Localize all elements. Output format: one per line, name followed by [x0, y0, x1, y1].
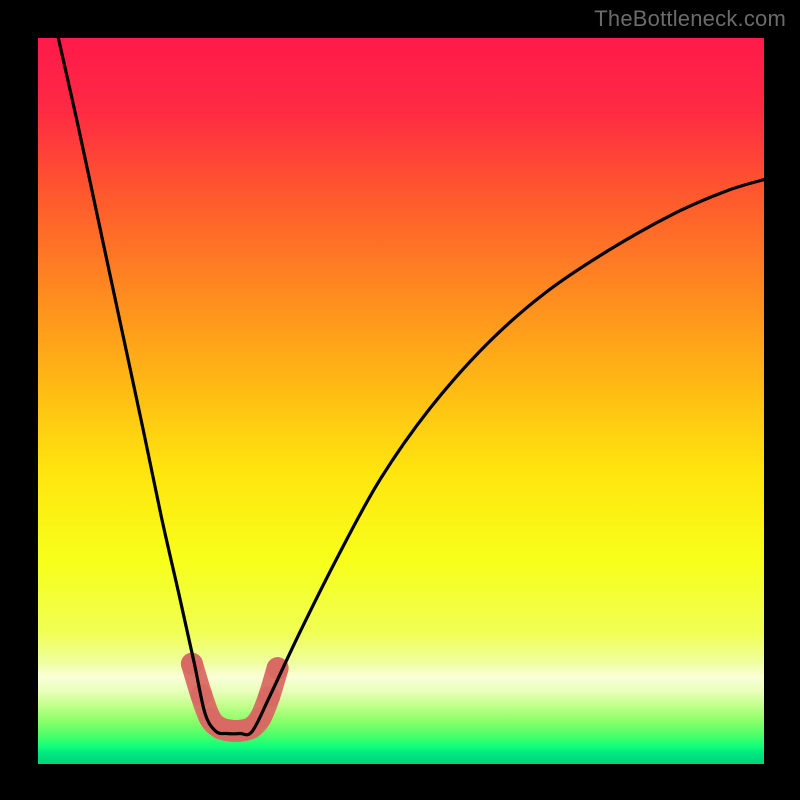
plot-background: [38, 38, 764, 764]
watermark-text: TheBottleneck.com: [594, 6, 786, 32]
chart-container: TheBottleneck.com: [0, 0, 800, 800]
bottleneck-chart: [0, 0, 800, 800]
